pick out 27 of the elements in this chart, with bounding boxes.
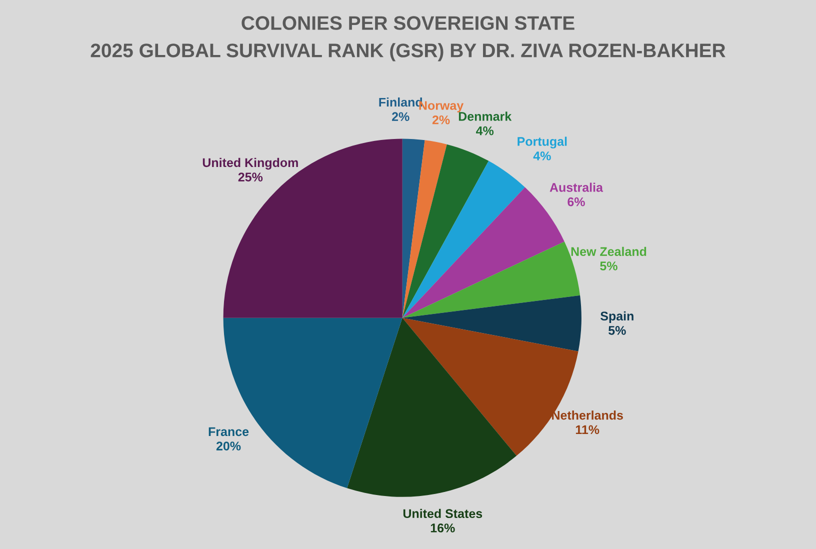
slice-label: United States — [403, 508, 482, 518]
slice-label: Spain — [600, 311, 634, 323]
slice-label: Denmark — [458, 112, 512, 121]
pie-slice — [402, 295, 582, 352]
data-label: 20% — [216, 442, 241, 450]
data-label: 11% — [576, 425, 600, 434]
data-label: 2% — [392, 112, 410, 122]
data-label: 6% — [568, 197, 585, 206]
data-label: 2% — [432, 115, 450, 124]
slice-label: Australia — [550, 182, 604, 192]
pie-slice — [402, 160, 525, 318]
data-label: 25% — [238, 172, 263, 182]
chart-subtitle: 2025 GLOBAL SURVIVAL RANK (GSR) BY DR. ZIVA ROZEN-BAKHER — [90, 43, 726, 62]
slice-label: New Zealand — [571, 246, 646, 256]
data-label: 4% — [533, 152, 551, 160]
pie-slice — [402, 144, 489, 318]
data-label: 5% — [600, 262, 618, 270]
chart-title: COLONIES PER SOVEREIGN STATE — [242, 16, 574, 30]
data-label: 4% — [476, 126, 494, 136]
slice-label: Netherlands — [552, 410, 623, 420]
slice-label: France — [208, 427, 249, 436]
data-label: 16% — [430, 524, 455, 532]
pie-slice — [402, 140, 447, 318]
slice-label: Portugal — [518, 136, 567, 148]
slice-label: United Kingdom — [202, 158, 298, 170]
data-label: 5% — [608, 326, 626, 335]
pie-slice — [347, 318, 517, 497]
